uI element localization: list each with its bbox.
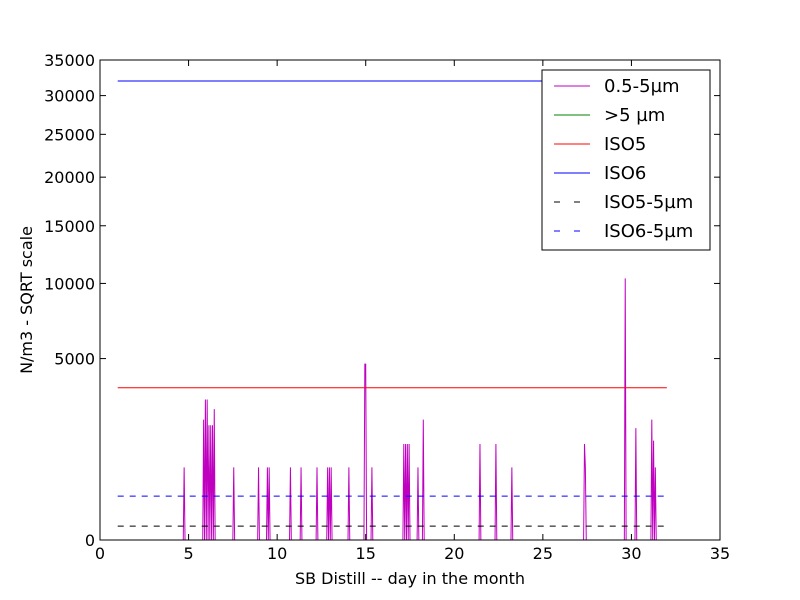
y-tick-label: 35000 [44,51,95,70]
legend-label-0: 0.5-5µm [604,76,680,97]
y-axis: 0 5000 10000 15000 20000 25000 30000 35000 [44,51,720,550]
x-axis: 0 5 10 15 20 25 30 35 [95,60,730,563]
x-tick-label: 35 [710,544,730,563]
y-tick-label: 5000 [54,350,95,369]
x-tick-label: 0 [95,544,105,563]
y-axis-label: N/m3 - SQRT scale [17,226,36,374]
y-tick-label: 25000 [44,125,95,144]
legend-box [541,69,711,251]
x-tick-label: 30 [621,544,641,563]
x-tick-label: 20 [444,544,464,563]
legend: 0.5-5µm >5 µm ISO5 ISO6 ISO5-5µm ISO6-5µm [541,69,711,251]
y-tick-label: 15000 [44,217,95,236]
legend-label-3: ISO6 [604,163,646,184]
plot-frame [99,59,721,541]
series-line-0 [117,278,667,541]
legend-label-2: ISO5 [604,134,646,155]
x-tick-label: 15 [356,544,376,563]
legend-label-5: ISO6-5µm [604,221,693,242]
legend-label-4: ISO5-5µm [604,192,693,213]
x-tick-label: 10 [267,544,287,563]
y-tick-label: 10000 [44,274,95,293]
x-tick-label: 25 [533,544,553,563]
x-tick-label: 5 [183,544,193,563]
y-tick-label: 0 [85,531,95,550]
x-axis-label: SB Distill -- day in the month [295,569,525,588]
legend-label-1: >5 µm [604,105,665,126]
y-tick-label: 20000 [44,168,95,187]
y-tick-label: 30000 [44,87,95,106]
